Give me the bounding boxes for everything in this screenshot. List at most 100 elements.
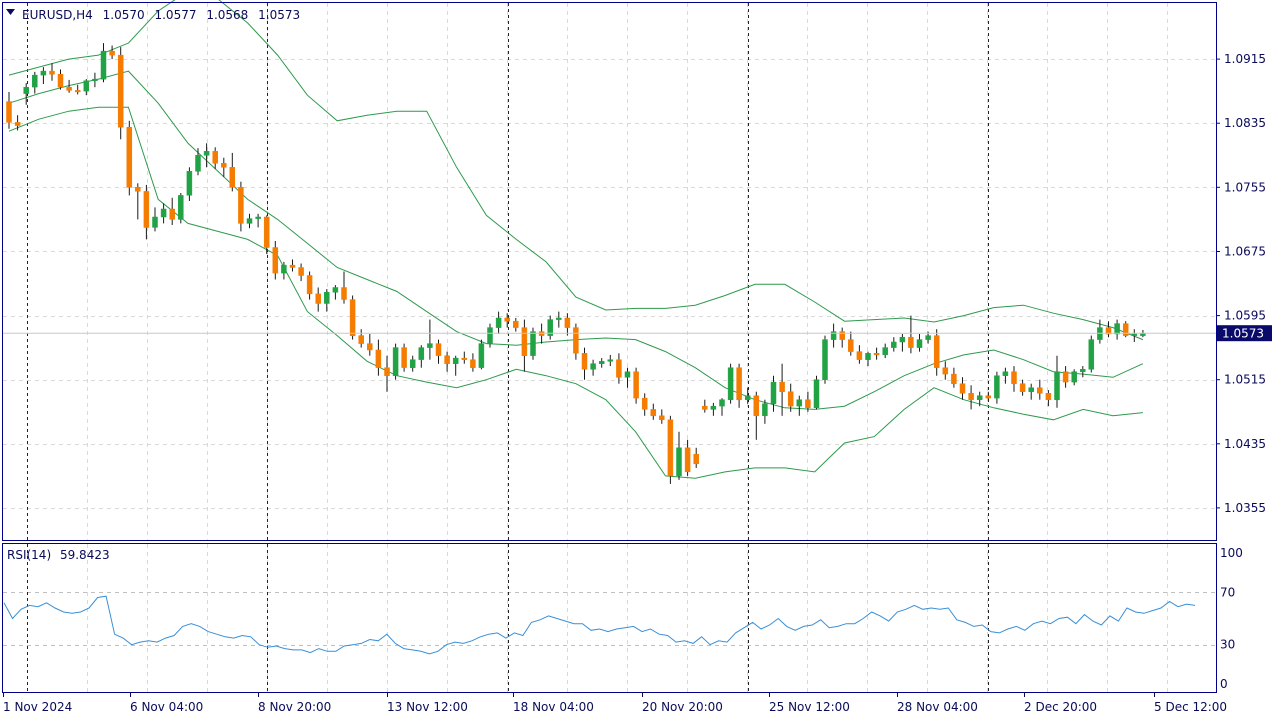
candle-body [762, 403, 768, 416]
rsi-axis: 100 70 30 0 [1220, 546, 1243, 691]
candle-body [1131, 333, 1138, 336]
lower-band-line [8, 106, 1143, 479]
candle [367, 334, 373, 356]
candle-body [349, 299, 356, 336]
rsi-value: 59.8423 [60, 548, 110, 562]
candle [435, 339, 442, 364]
candle-body [384, 367, 390, 376]
chart-header: EURUSD,H4 1.0570 1.0577 1.0568 1.0573 [6, 8, 300, 22]
candle-body [1045, 393, 1052, 400]
candle [616, 353, 622, 384]
candle [229, 152, 236, 192]
candle [1062, 366, 1069, 388]
candle [676, 431, 682, 480]
candle [1131, 329, 1138, 342]
candle-body [839, 331, 845, 340]
candle-body [1054, 371, 1060, 401]
candle [744, 387, 751, 404]
svg-text:RSI(14) 59.8423: RSI(14) 59.8423 [7, 548, 110, 562]
candle-body [744, 395, 751, 400]
candle-body [1122, 323, 1129, 336]
candle [324, 289, 330, 312]
rsi-tick-label: 30 [1220, 638, 1235, 652]
candle [521, 319, 528, 372]
candle-body [66, 86, 72, 91]
main-panel-frame [2, 2, 1217, 541]
candle-body [392, 347, 399, 376]
candle [564, 313, 571, 336]
candle-body [530, 331, 536, 356]
candle-body [556, 317, 562, 320]
rsi-tick-label: 70 [1220, 585, 1235, 599]
candle-body [126, 126, 133, 188]
candle [109, 45, 115, 60]
dropdown-triangle-icon[interactable] [6, 9, 15, 15]
candle [281, 261, 287, 280]
candle-body [281, 264, 287, 274]
candle [40, 67, 47, 84]
candle [272, 241, 279, 280]
candle [641, 393, 648, 416]
candle [375, 339, 382, 376]
candle [178, 193, 184, 224]
candle [985, 391, 992, 402]
close-value: 1.0573 [258, 8, 300, 22]
rsi-tick-label: 0 [1220, 677, 1228, 691]
candle-body [564, 317, 571, 328]
price-axis: 1.0915 1.0835 1.0755 1.0675 1.0595 1.0515 1.04… [1216, 52, 1266, 515]
candle-body [710, 405, 717, 410]
candle [547, 315, 553, 340]
candle-body [504, 317, 510, 322]
candle-body [805, 399, 811, 408]
candle-body [865, 353, 871, 360]
candle [976, 391, 983, 407]
candle [341, 271, 347, 304]
candle-body [1088, 339, 1095, 370]
candle-body [358, 335, 364, 344]
candle [727, 363, 734, 404]
candle-body [160, 208, 167, 218]
candle-body [306, 275, 313, 295]
candle-body [994, 375, 1000, 399]
candle-body [830, 331, 837, 340]
rsi-series-line [3, 595, 1196, 655]
candle [14, 115, 21, 131]
candle [830, 323, 837, 348]
candle [779, 363, 785, 416]
candle-body [908, 336, 914, 348]
candle [418, 345, 425, 368]
candle [1088, 335, 1095, 373]
candle [573, 323, 579, 360]
candle-body [478, 343, 485, 368]
candle-body [272, 247, 279, 274]
candle [1122, 321, 1129, 338]
candle-body [203, 151, 210, 156]
candle [762, 399, 768, 424]
candle [951, 367, 957, 388]
candle-body [1011, 371, 1017, 384]
candle-body [341, 287, 347, 300]
candle-body [951, 373, 957, 384]
candle-body [74, 90, 81, 93]
price-candles[interactable] [6, 43, 1146, 484]
rsi-label: RSI(14) [7, 548, 51, 562]
candle-body [298, 267, 304, 276]
high-value: 1.0577 [154, 8, 196, 22]
candle [684, 439, 691, 476]
candle-body [1080, 369, 1086, 372]
candle [899, 334, 906, 352]
candle-body [14, 122, 21, 126]
candle-body [616, 359, 622, 378]
rsi-header: RSI(14) 59.8423 [7, 548, 110, 562]
candle [186, 167, 193, 201]
main-grid [3, 3, 1216, 540]
candle-body [375, 349, 382, 368]
low-value: 1.0568 [206, 8, 248, 22]
candle [195, 148, 201, 176]
candle [702, 399, 708, 413]
time-tick-label: 1 Nov 2024 [3, 700, 72, 714]
candle-body [624, 371, 631, 378]
candle [865, 351, 871, 367]
